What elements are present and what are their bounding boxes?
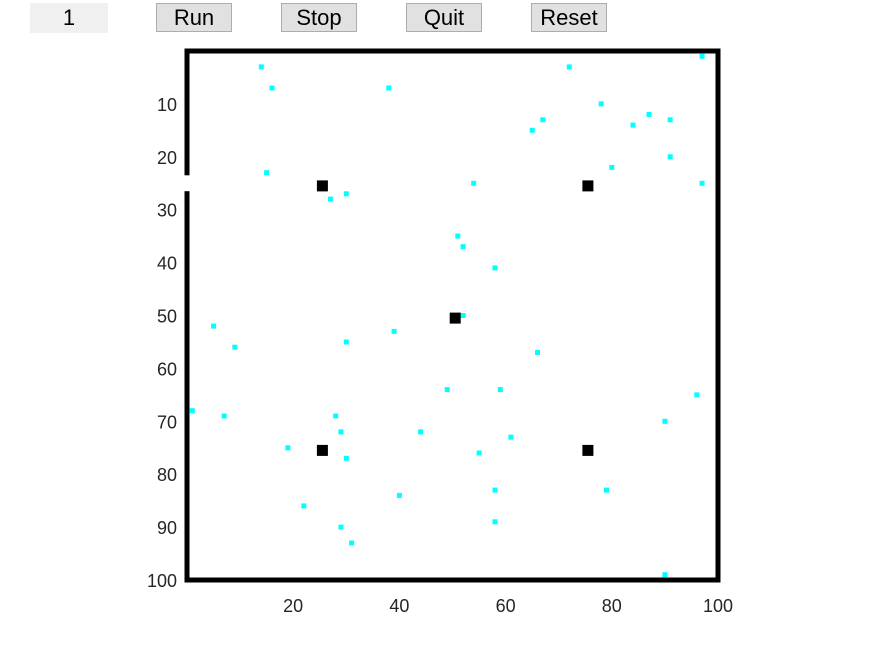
particle-marker: [460, 244, 466, 250]
particle-marker: [460, 313, 466, 318]
particle-marker: [349, 540, 355, 546]
y-tick-label: 50: [157, 307, 177, 327]
reset-button[interactable]: Reset: [531, 3, 607, 32]
y-tick-label: 30: [157, 201, 177, 221]
quit-button[interactable]: Quit: [406, 3, 482, 32]
stop-button[interactable]: Stop: [281, 3, 357, 32]
x-tick-label: 20: [283, 596, 303, 616]
particle-marker: [476, 450, 482, 456]
y-tick-label: 90: [157, 518, 177, 538]
y-tick-label: 80: [157, 465, 177, 485]
particle-marker: [497, 387, 503, 393]
particle-marker: [391, 328, 397, 334]
x-tick-label: 80: [602, 596, 622, 616]
particle-marker: [418, 429, 424, 435]
particle-marker: [630, 122, 636, 128]
particle-marker: [338, 524, 344, 530]
plot-frame: [184, 48, 721, 583]
particle-marker: [492, 487, 498, 493]
particle-marker: [285, 445, 291, 451]
particle-marker: [604, 487, 609, 493]
particle-marker: [343, 191, 349, 197]
run-button[interactable]: Run: [156, 3, 232, 32]
particle-marker: [269, 85, 275, 91]
particle-marker: [338, 429, 344, 435]
plot-area: 10 20 30 40 50 60 70 80 90 100 20 40 60 80 100: [147, 48, 733, 616]
particle-marker: [699, 53, 705, 59]
y-tick-label: 70: [157, 412, 177, 432]
particle-marker: [386, 85, 392, 91]
particle-marker: [662, 572, 668, 578]
particle-marker: [396, 492, 402, 498]
particle-marker: [333, 413, 339, 419]
particle-marker: [221, 413, 227, 419]
particle-marker: [662, 418, 668, 424]
center-marker: [316, 444, 328, 456]
particle-marker: [540, 117, 546, 123]
particle-marker: [189, 408, 195, 414]
particle-marker: [667, 154, 673, 160]
particle-marker: [455, 233, 461, 239]
particle-marker: [232, 344, 238, 350]
x-tick-label: 60: [496, 596, 516, 616]
particle-marker: [566, 64, 572, 70]
particle-marker: [492, 519, 498, 525]
iteration-counter: 1: [30, 3, 108, 33]
y-tick-label: 10: [157, 95, 177, 115]
particle-marker: [694, 392, 700, 398]
frame-gap: [184, 175, 190, 192]
particle-marker: [444, 387, 450, 393]
particle-marker: [508, 434, 514, 440]
particle-marker: [609, 164, 615, 170]
particle-marker: [258, 64, 264, 70]
particle-marker: [667, 117, 673, 123]
center-marker: [316, 180, 328, 192]
y-tick-label: 20: [157, 148, 177, 168]
x-tick-label: 100: [703, 596, 733, 616]
center-marker: [582, 444, 594, 456]
y-tick-label: 100: [147, 571, 177, 591]
particle-marker: [211, 323, 217, 329]
particle-marker: [343, 455, 349, 461]
particle-marker: [471, 180, 477, 186]
y-tick-label: 40: [157, 254, 177, 274]
particle-marker: [264, 170, 270, 176]
particle-marker: [301, 503, 307, 509]
y-tick-label: 60: [157, 359, 177, 379]
particle-marker: [492, 265, 498, 271]
center-marker: [582, 180, 594, 192]
center-marker: [449, 312, 461, 324]
particle-marker: [535, 350, 540, 355]
particle-marker: [598, 101, 604, 107]
particle-marker: [343, 339, 349, 345]
particle-marker: [699, 180, 705, 186]
particle-marker: [529, 127, 535, 133]
x-tick-label: 40: [389, 596, 409, 616]
particle-marker: [327, 196, 333, 202]
particle-marker: [646, 112, 652, 117]
